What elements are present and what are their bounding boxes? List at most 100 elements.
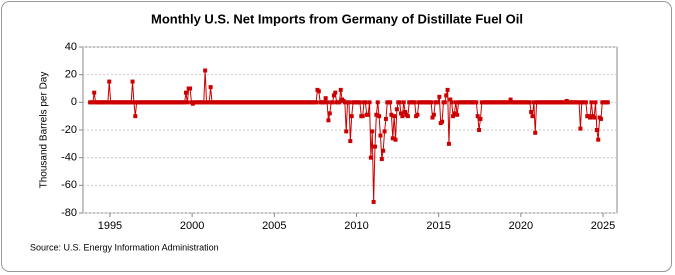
data-point [577,100,582,105]
data-point [405,114,410,119]
data-point [393,137,398,142]
data-point [531,100,536,105]
data-point [360,114,365,119]
data-point [592,115,597,120]
data-point [105,100,110,105]
data-point [594,128,599,132]
y-tick-label: 0 [71,96,77,108]
data-point [370,129,375,134]
data-point [445,87,450,92]
data-point [451,114,456,119]
y-tick-label: -20 [61,124,77,136]
data-point [475,114,480,119]
data-point [390,136,395,141]
x-tick-label: 2025 [591,220,615,232]
data-point [589,100,594,105]
data-point [348,139,353,144]
data-point [400,114,405,119]
data-point [474,100,479,105]
data-point [188,86,193,91]
data-point [446,141,451,146]
data-point [337,100,342,105]
data-point [435,100,440,105]
data-point [383,116,388,121]
data-point [368,155,373,160]
data-point [583,100,588,105]
data-point [388,100,393,105]
data-point [374,112,379,117]
data-point [357,100,362,105]
x-tick-label: 2010 [344,220,368,232]
data-point [444,93,449,98]
data-point [507,100,512,105]
data-point [183,90,188,95]
data-point [533,130,538,135]
data-point [401,100,406,105]
data-point [598,116,603,121]
data-point [208,85,213,90]
data-point [363,100,368,105]
y-tick-label: -80 [61,207,77,219]
data-point [323,96,328,101]
data-point [478,116,483,121]
data-point [130,79,135,84]
x-tick-label: 2005 [262,220,286,232]
data-point [527,100,532,105]
data-point [346,100,351,105]
data-point [372,144,377,149]
data-point [399,111,404,116]
data-point [593,100,598,105]
frame [1,1,672,272]
data-point [314,100,319,105]
data-point [133,114,138,119]
data-point [367,100,372,105]
data-point [429,100,434,105]
data-point [440,119,445,124]
data-point [330,100,335,105]
data-point [378,133,383,138]
data-point [530,114,535,119]
data-point [344,129,349,134]
x-tick-label: 2000 [180,220,204,232]
data-point [508,97,513,102]
data-point [185,100,190,105]
data-point [412,100,417,105]
data-point [431,112,436,117]
data-point [342,100,347,105]
data-point [379,157,384,162]
data-point [588,115,593,120]
data-point [437,94,442,99]
data-point [394,107,399,112]
x-tick-label: 2015 [426,220,450,232]
data-point [182,100,187,105]
data-point [442,100,447,105]
data-point [389,112,394,117]
data-point [326,118,331,123]
data-point [381,148,386,153]
data-point [453,100,458,105]
data-point [331,93,336,98]
data-point [377,114,382,119]
data-point [327,111,332,116]
y-tick-label: 40 [65,41,77,53]
data-point [605,100,610,105]
data-point [107,79,112,84]
y-axis-label: Thousand Barrels per Day [39,72,50,189]
data-point [529,110,534,115]
data-point [203,68,208,73]
data-point [371,199,376,204]
data-point [455,112,460,117]
data-point [366,112,371,117]
x-tick-label: 1995 [98,220,122,232]
data-point [452,111,457,116]
data-point [325,100,330,105]
data-point [129,100,134,105]
data-point [403,110,408,115]
y-tick-label: -40 [61,152,77,164]
y-tick-label: -60 [61,179,77,191]
data-point [201,100,206,105]
x-tick-label: 2020 [509,220,533,232]
data-point [578,126,583,131]
data-point [349,114,354,119]
